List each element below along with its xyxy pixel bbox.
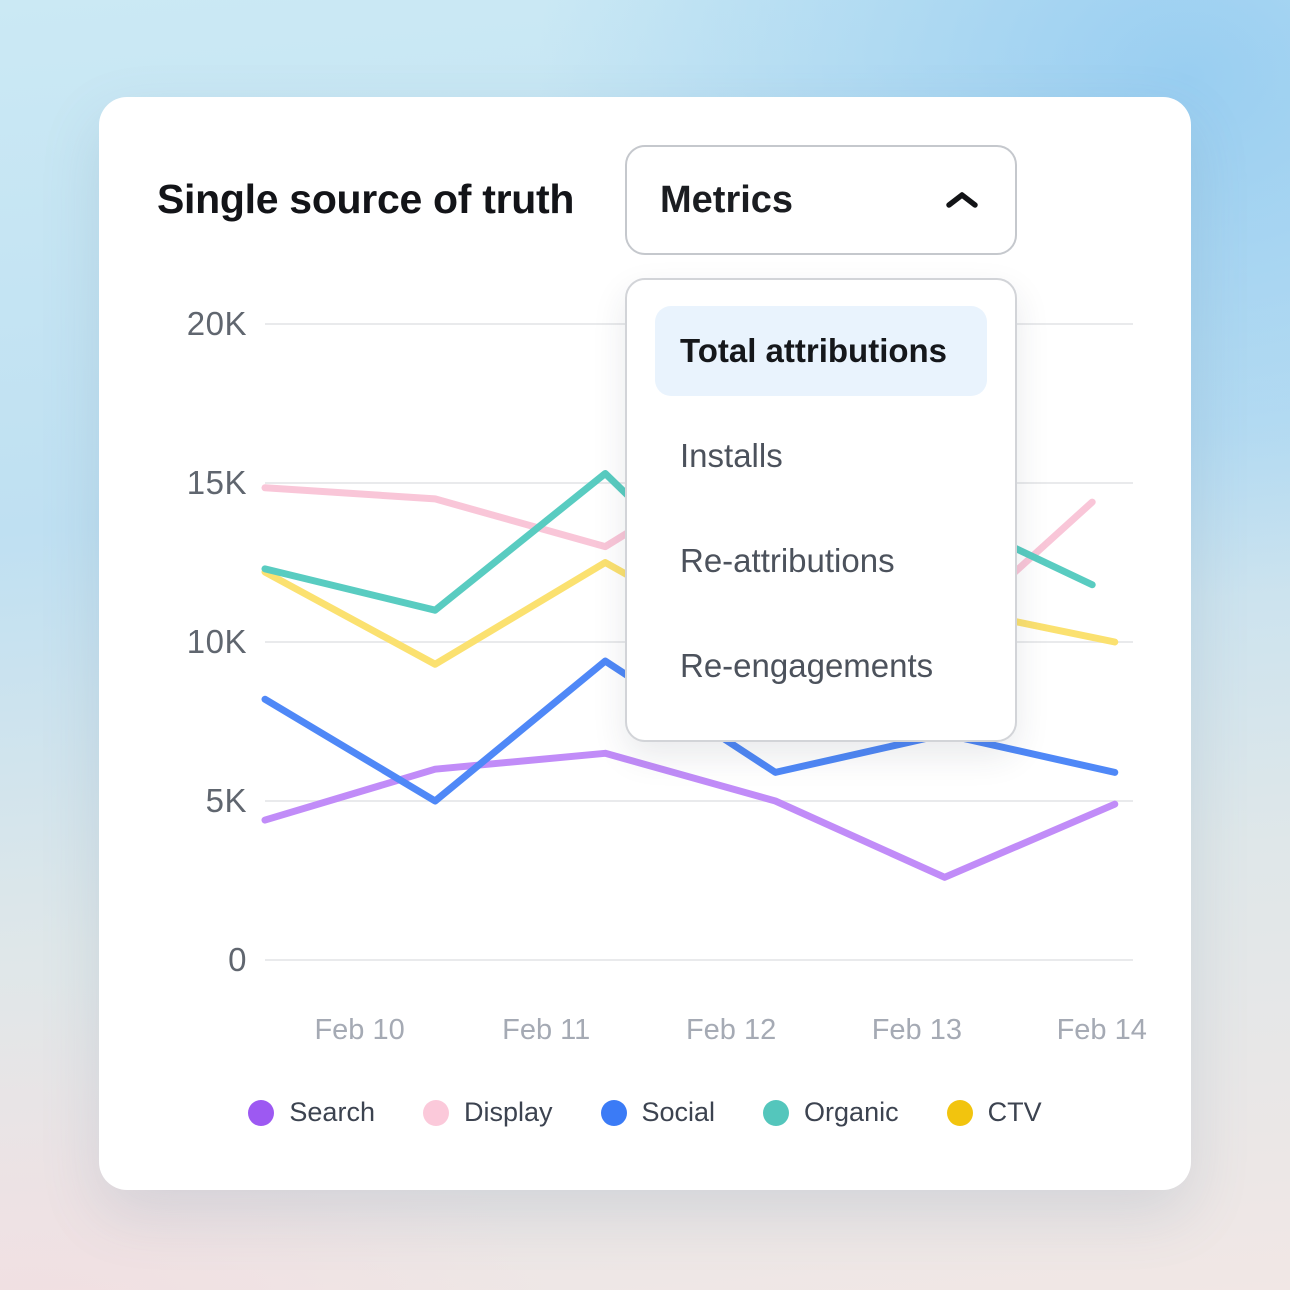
- metrics-dropdown-label: Metrics: [660, 178, 794, 221]
- legend-item-display: Display: [422, 1097, 553, 1128]
- legend-label-search: Search: [289, 1097, 375, 1127]
- legend-item-search: Search: [248, 1097, 375, 1128]
- y-axis-tick-10k: 10K: [186, 623, 247, 660]
- ctv-legend-dot-icon: [946, 1099, 973, 1126]
- social-legend-dot-icon: [600, 1099, 627, 1126]
- search-legend-dot-icon: [248, 1099, 275, 1126]
- legend-label-social: Social: [641, 1097, 716, 1127]
- metrics-dropdown-button[interactable]: Metrics: [625, 145, 1017, 255]
- x-axis-tick-feb13: Feb 13: [871, 1014, 962, 1046]
- menu-item-re-attributions[interactable]: Re-attributions: [680, 542, 895, 579]
- menu-item-re-engagements[interactable]: Re-engagements: [680, 647, 934, 684]
- y-axis-tick-0: 0: [228, 941, 247, 978]
- legend-item-organic: Organic: [763, 1097, 899, 1128]
- x-axis-tick-feb11: Feb 11: [502, 1014, 591, 1046]
- legend-item-ctv: CTV: [946, 1097, 1042, 1128]
- legend-label-display: Display: [463, 1097, 553, 1127]
- x-axis-tick-feb14: Feb 14: [1056, 1014, 1147, 1046]
- menu-item-installs[interactable]: Installs: [680, 437, 783, 474]
- x-axis-tick-feb12: Feb 12: [685, 1014, 777, 1046]
- chart-legend: Search Display Social Organic CTV: [99, 1097, 1191, 1128]
- legend-label-organic: Organic: [804, 1097, 899, 1127]
- y-axis-tick-5k: 5K: [205, 782, 247, 819]
- legend-label-ctv: CTV: [987, 1097, 1042, 1127]
- legend-item-social: Social: [600, 1097, 716, 1128]
- menu-item-total-attributions[interactable]: Total attributions: [655, 306, 987, 396]
- x-axis-tick-feb10: Feb 10: [314, 1014, 405, 1046]
- display-legend-dot-icon: [422, 1099, 449, 1126]
- y-axis-tick-15k: 15K: [186, 464, 247, 501]
- page-title: Single source of truth: [157, 176, 575, 222]
- organic-legend-dot-icon: [763, 1099, 790, 1126]
- metrics-dropdown-menu: Total attributions Installs Re-attributi…: [625, 278, 1017, 742]
- chevron-up-icon: [946, 192, 978, 208]
- y-axis-tick-20k: 20K: [186, 305, 247, 342]
